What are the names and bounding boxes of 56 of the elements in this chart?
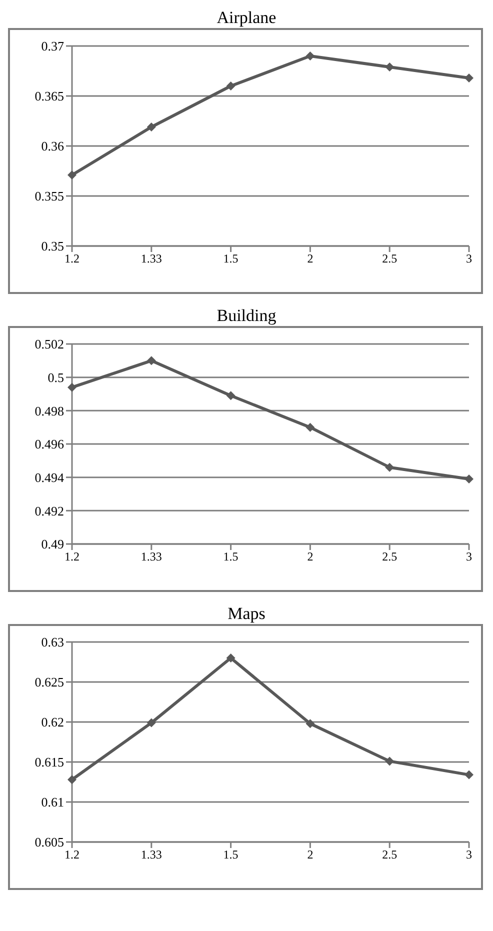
chart-title: Maps [226,604,266,624]
x-tick-label: 2.5 [382,252,398,266]
x-tick-label: 1.2 [64,252,80,266]
x-tick-label: 1.33 [140,550,162,564]
y-tick-label: 0.63 [41,634,64,650]
point [146,122,156,132]
y-tick-label: 0.62 [41,714,64,730]
point [146,718,156,728]
y-tick-label: 0.61 [41,794,64,810]
y-tick-label: 0.35 [41,238,64,254]
x-tick-label: 1.33 [140,252,162,266]
point [464,770,474,780]
y-tick-label: 0.498 [34,403,64,418]
x-tick-label: 2 [307,848,314,862]
y-tick-label: 0.502 [34,336,64,352]
point [226,82,236,90]
x-tick-label: 1.5 [223,252,238,266]
point [464,474,474,484]
y-tick-label: 0.5 [48,370,64,385]
y-tick-label: 0.615 [34,754,64,770]
y-tick-label: 0.37 [41,38,64,54]
point [226,391,236,400]
y-tick-label: 0.36 [41,138,64,154]
point [306,52,315,60]
point [385,756,394,766]
y-tick-label: 0.365 [34,88,64,104]
point [68,775,76,784]
y-tick-label: 0.605 [34,834,64,850]
point [385,462,394,472]
y-tick-label: 0.496 [34,436,64,452]
point [306,422,315,432]
point [68,382,76,392]
point [68,170,76,180]
x-tick-label: 1.5 [223,550,238,564]
y-tick-label: 0.49 [41,536,64,552]
y-tick-label: 0.355 [34,188,64,204]
x-tick-label: 1.5 [223,848,238,862]
x-tick-label: 2 [307,550,314,564]
x-tick-label: 2.5 [382,550,398,564]
x-tick-label: 3 [466,252,472,266]
x-tick-label: 3 [466,550,472,564]
point [226,654,236,662]
chart-title: Airplane [216,8,278,28]
x-tick-label: 1.2 [64,848,80,862]
y-tick-label: 0.625 [34,674,64,690]
x-tick-label: 1.33 [140,848,162,862]
chart-title: Building [216,306,278,326]
x-tick-label: 1.2 [64,550,80,564]
x-tick-label: 2 [307,252,314,266]
y-tick-label: 0.492 [34,503,64,518]
x-tick-label: 2.5 [382,848,398,862]
x-tick-label: 3 [466,848,472,862]
point [464,74,474,82]
point [146,356,156,366]
y-tick-label: 0.494 [34,470,64,485]
point [306,719,315,728]
